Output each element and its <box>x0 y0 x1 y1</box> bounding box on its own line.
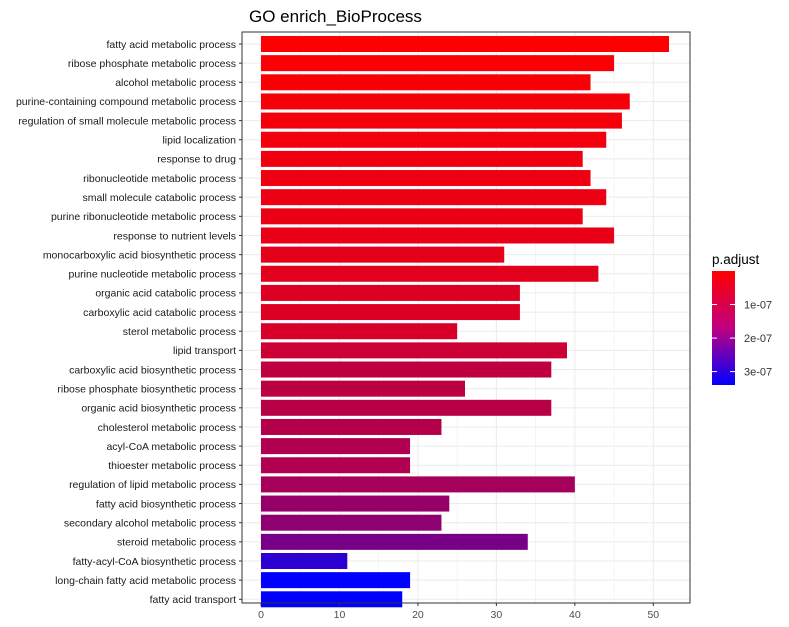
category-label: fatty acid transport <box>150 594 236 606</box>
category-label: secondary alcohol metabolic process <box>64 518 236 530</box>
bar <box>261 246 505 263</box>
bar <box>261 361 552 378</box>
bar <box>261 304 520 321</box>
bar <box>261 93 630 110</box>
x-tick-label: 50 <box>647 609 659 621</box>
bar <box>261 36 669 52</box>
bar <box>261 342 567 359</box>
bar <box>261 208 583 225</box>
x-tick-label: 20 <box>412 609 424 621</box>
category-label: organic acid catabolic process <box>95 288 236 300</box>
bar <box>261 284 520 301</box>
bar <box>261 476 575 493</box>
category-label: thioester metabolic process <box>108 460 236 472</box>
category-label: response to drug <box>157 154 236 166</box>
bar <box>261 399 552 416</box>
bar <box>261 323 458 340</box>
category-label: regulation of small molecule metabolic p… <box>18 115 236 127</box>
category-label: fatty acid metabolic process <box>106 39 236 51</box>
category-label: carboxylic acid catabolic process <box>83 307 236 319</box>
category-label: lipid transport <box>173 345 236 357</box>
bar <box>261 112 622 129</box>
bar <box>261 170 591 187</box>
category-label: long-chain fatty acid metabolic process <box>55 575 236 587</box>
bar <box>261 495 450 512</box>
bar <box>261 418 442 435</box>
category-label: organic acid biosynthetic process <box>81 403 236 415</box>
category-label: alcohol metabolic process <box>115 77 236 89</box>
color-legend: p.adjust 1e-07 2e-07 3e-07 <box>712 252 772 385</box>
bar <box>261 457 411 474</box>
chart-title: GO enrich_BioProcess <box>249 7 422 26</box>
legend-title: p.adjust <box>712 252 760 267</box>
panel-border <box>241 31 691 604</box>
category-label: cholesterol metabolic process <box>98 422 236 434</box>
category-label: fatty-acyl-CoA biosynthetic process <box>73 556 236 568</box>
category-label: purine ribonucleotide metabolic process <box>51 211 236 223</box>
category-label: ribonucleotide metabolic process <box>83 173 236 185</box>
category-label: carboxylic acid biosynthetic process <box>69 364 236 376</box>
category-label: purine nucleotide metabolic process <box>68 269 236 281</box>
bar <box>261 74 591 91</box>
category-label: sterol metabolic process <box>123 326 236 338</box>
category-label: monocarboxylic acid biosynthetic process <box>43 249 236 261</box>
bar <box>261 591 403 608</box>
bar <box>261 514 442 531</box>
x-tick-label: 40 <box>569 609 581 621</box>
category-label: purine-containing compound metabolic pro… <box>16 96 236 108</box>
legend-tick-label: 1e-07 <box>744 300 772 312</box>
bar <box>261 380 465 397</box>
category-label: response to nutrient levels <box>113 230 236 242</box>
category-label: ribose phosphate biosynthetic process <box>57 383 236 395</box>
bar <box>261 131 607 148</box>
x-tick-label: 0 <box>258 609 264 621</box>
legend-tick-label: 3e-07 <box>744 367 772 379</box>
category-label: lipid localization <box>162 135 236 147</box>
bar <box>261 227 615 244</box>
legend-colorbar <box>712 271 735 385</box>
bar <box>261 552 348 569</box>
category-label: ribose phosphate metabolic process <box>68 58 236 70</box>
category-label: acyl-CoA metabolic process <box>106 441 236 453</box>
x-tick-label: 10 <box>334 609 346 621</box>
bar <box>261 189 607 206</box>
category-label: regulation of lipid metabolic process <box>69 479 236 491</box>
bar <box>261 55 615 72</box>
category-label: steroid metabolic process <box>117 537 236 549</box>
bar <box>261 265 599 282</box>
bar <box>261 572 411 589</box>
x-tick-label: 30 <box>491 609 503 621</box>
legend-tick-label: 2e-07 <box>744 333 772 345</box>
bar <box>261 438 411 455</box>
bar <box>261 150 583 167</box>
category-label: fatty acid biosynthetic process <box>96 498 236 510</box>
category-labels: fatty acid metabolic process ribose phosp… <box>16 39 242 606</box>
bar <box>261 533 528 550</box>
category-label: small molecule catabolic process <box>83 192 236 204</box>
bars <box>261 36 669 608</box>
